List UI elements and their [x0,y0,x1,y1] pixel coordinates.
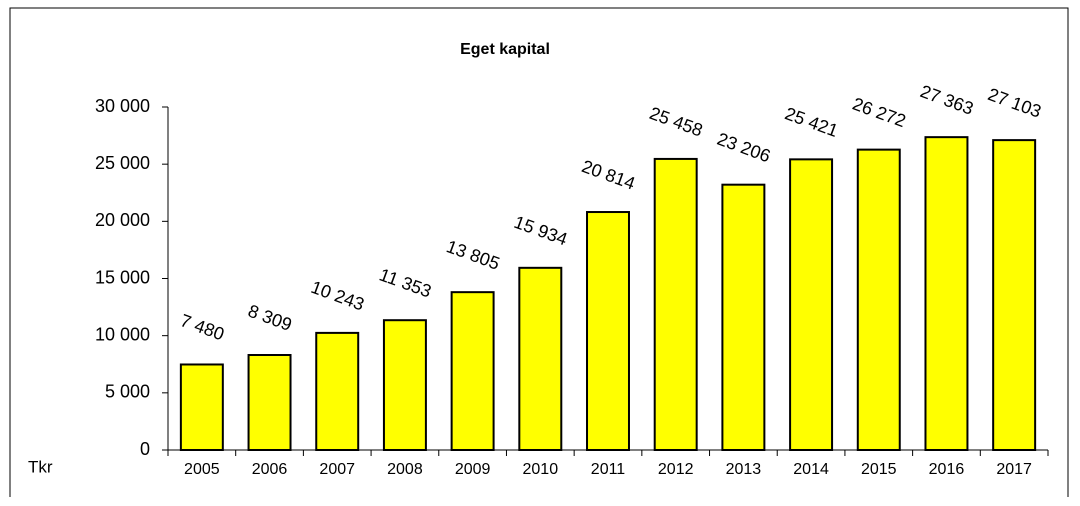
y-axis-label: Tkr [28,457,53,476]
value-label: 7 480 [178,310,227,344]
value-label: 27 103 [985,84,1044,122]
value-label: 25 458 [647,103,706,141]
x-tick-label: 2007 [319,461,355,478]
bar [924,136,969,452]
value-label: 26 272 [850,94,909,132]
bar [247,354,292,451]
x-tick-label: 2011 [591,461,626,478]
value-label: 25 421 [782,103,841,141]
x-tick-label: 2008 [387,461,423,478]
bar [653,157,698,451]
bar [518,266,563,451]
x-tick-label: 2010 [523,461,559,478]
value-label: 23 206 [715,129,774,167]
x-tick-label: 2005 [184,461,220,478]
value-label: 15 934 [511,212,570,250]
x-tick-label: 2013 [726,461,762,478]
chart-frame [9,7,1069,497]
y-tick-label: 25 000 [95,153,150,173]
value-label: 11 353 [377,264,434,301]
x-tick-label: 2012 [658,461,694,478]
bar [315,331,360,451]
value-label: 20 814 [579,156,638,194]
y-tick-label: 0 [140,439,150,459]
value-label: 8 309 [245,301,294,335]
bar [382,319,427,451]
value-label: 27 363 [918,81,977,119]
bar [856,148,901,451]
x-tick-label: 2016 [929,461,965,478]
y-tick-label: 10 000 [95,324,150,344]
value-label: 10 243 [308,277,367,315]
value-label: 13 805 [444,236,503,274]
bar [721,183,766,451]
bar [179,363,224,451]
bar [992,139,1037,451]
bar [789,158,834,451]
y-tick-label: 5 000 [105,382,150,402]
x-tick-label: 2015 [861,461,897,478]
x-tick-label: 2017 [996,461,1032,478]
bar [586,211,630,451]
chart-title: Eget kapital [460,41,550,58]
x-tick-label: 2009 [455,461,491,478]
y-tick-label: 30 000 [95,96,150,116]
x-tick-label: 2006 [252,461,288,478]
x-tick-label: 2014 [793,461,829,478]
bar [450,291,495,452]
y-tick-label: 20 000 [95,210,150,230]
y-tick-label: 15 000 [95,267,150,287]
